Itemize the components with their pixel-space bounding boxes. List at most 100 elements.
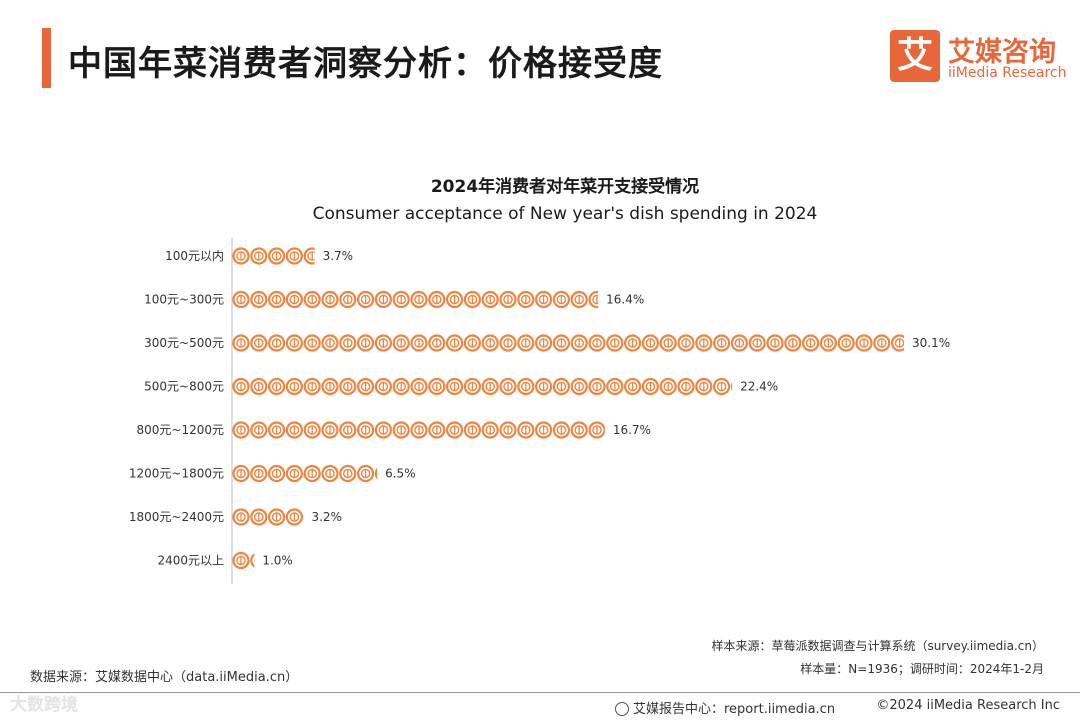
coin-icon [232, 334, 250, 352]
coin-icon [357, 377, 375, 396]
coin-icon [339, 334, 357, 352]
coin-icon [410, 421, 428, 439]
coin-icon [641, 377, 660, 396]
coin-icon [357, 334, 375, 352]
coin-icon [374, 377, 392, 396]
coin-icon [837, 334, 855, 352]
coin-icon [730, 381, 733, 392]
coin-icon [250, 247, 268, 265]
coin-icon [588, 334, 606, 352]
coin-icon [303, 247, 315, 265]
coin-icon [410, 334, 428, 352]
coin-icon [659, 334, 677, 352]
coin-icon [428, 334, 446, 352]
coin-icon [588, 290, 599, 309]
bar [232, 551, 255, 570]
category-label: 100元~300元 [144, 293, 224, 307]
coin-icon [268, 464, 286, 483]
coin-icon [641, 334, 660, 352]
coin-icon [250, 464, 268, 483]
coin-icon [321, 290, 339, 309]
coin-icon [784, 334, 802, 352]
coin-icon [570, 334, 588, 352]
coin-icon [392, 377, 410, 396]
coin-icon [855, 334, 873, 352]
coin-icon [446, 290, 464, 309]
report-center-link[interactable]: 艾媒报告中心：report.iimedia.cn [615, 698, 835, 717]
coin-icon [730, 334, 749, 352]
coin-icon [517, 334, 535, 352]
coin-icon [695, 377, 713, 396]
coin-icon [374, 467, 378, 480]
copyright: ©2024 iiMedia Research Inc [876, 698, 1060, 713]
coin-icon [463, 421, 481, 439]
value-label: 16.7% [613, 423, 651, 437]
coin-icon [232, 290, 250, 309]
coin-icon [410, 290, 428, 309]
coin-icon [463, 290, 481, 309]
value-label: 6.5% [385, 467, 416, 481]
logo-name-cn: 艾媒咨询 [948, 37, 1056, 68]
coin-icon [570, 421, 588, 439]
watermark: 大数跨境 [10, 695, 78, 715]
coin-icon [303, 421, 321, 439]
coin-icon [285, 464, 303, 483]
coin-icon [481, 334, 499, 352]
page-title: 中国年菜消费者洞察分析：价格接受度 [68, 44, 663, 84]
coin-icon [517, 421, 535, 439]
value-label: 3.7% [323, 249, 354, 263]
coin-icon [748, 334, 766, 352]
coin-icon [339, 421, 357, 439]
coin-icon [374, 421, 392, 439]
coin-icon [570, 377, 588, 396]
coin-icon [463, 334, 481, 352]
coin-icon [712, 377, 731, 396]
category-label: 1800元~2400元 [129, 510, 224, 524]
coin-icon [303, 377, 321, 396]
coin-icon [606, 334, 624, 352]
coin-icon [428, 290, 446, 309]
logo-name-en: iiMedia Research [948, 65, 1067, 81]
coin-icon [232, 247, 250, 265]
chart-subtitle: Consumer acceptance of New year's dish s… [312, 204, 818, 224]
coin-icon [321, 421, 339, 439]
coin-icon [250, 334, 268, 352]
coin-icon [570, 290, 588, 309]
category-label: 800元~1200元 [137, 423, 225, 437]
bar [232, 247, 315, 265]
coin-icon [357, 290, 375, 309]
coin-icon [695, 334, 713, 352]
coin-icon [250, 377, 268, 396]
logo-mark: 艾 [890, 30, 940, 82]
coin-icon [712, 334, 731, 352]
coin-icon [588, 377, 606, 396]
coin-icon [766, 334, 784, 352]
coin-icon [552, 290, 571, 309]
coin-icon [659, 377, 677, 396]
category-label: 300元~500元 [144, 336, 224, 350]
coin-icon [374, 334, 392, 352]
coin-icon [392, 290, 410, 309]
coin-icon [268, 290, 286, 309]
sample-info: 样本量：N=1936；调研时间：2024年1-2月 [800, 662, 1044, 676]
coin-icon [303, 290, 321, 309]
sample-source: 样本来源：草莓派数据调查与计算系统（survey.iimedia.cn） [711, 639, 1044, 653]
coin-icon [250, 421, 268, 439]
coin-icon [232, 508, 250, 526]
pictorial-bar-chart: 100元以内 3.7% 100元~300元 16.4% 300元~500元 30.1% 50… [129, 238, 950, 584]
coin-icon [534, 421, 553, 439]
bar [232, 508, 303, 526]
coin-icon [321, 334, 339, 352]
coin-icon [232, 551, 250, 570]
value-label: 30.1% [912, 336, 950, 350]
report-center-text: 艾媒报告中心：report.iimedia.cn [633, 702, 836, 717]
coin-icon [552, 377, 571, 396]
coin-icon [268, 508, 286, 526]
footer-divider [0, 692, 1080, 693]
coin-icon [268, 377, 286, 396]
coin-icon [303, 334, 321, 352]
bar [232, 377, 733, 396]
value-label: 16.4% [606, 293, 644, 307]
coin-icon [534, 377, 553, 396]
bar [232, 334, 904, 352]
